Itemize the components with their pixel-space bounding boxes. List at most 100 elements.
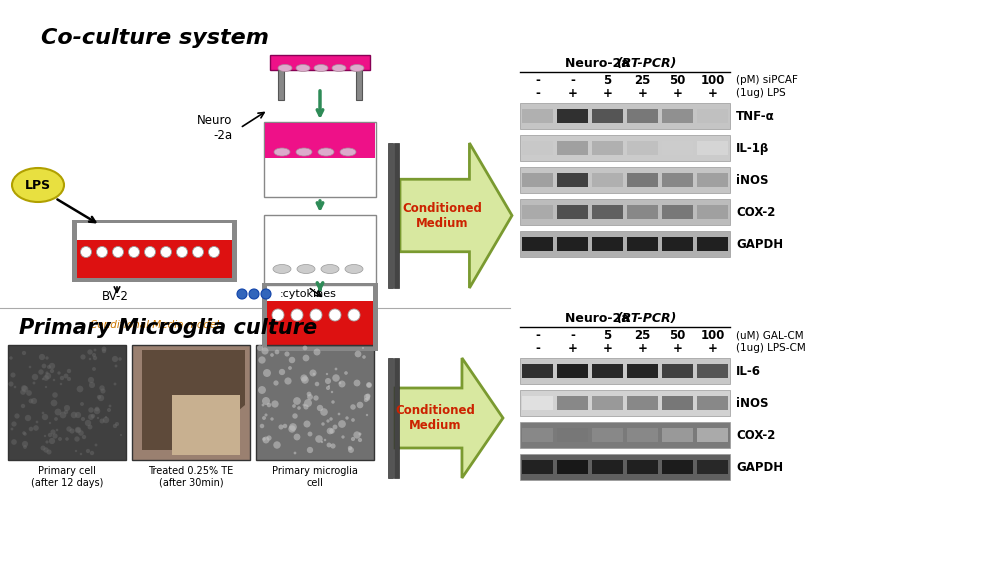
Circle shape <box>316 435 322 443</box>
Bar <box>72 220 237 223</box>
Circle shape <box>329 428 335 434</box>
Circle shape <box>86 449 90 453</box>
Circle shape <box>270 353 274 357</box>
Ellipse shape <box>296 64 310 72</box>
Bar <box>8 345 126 460</box>
Text: COX-2: COX-2 <box>736 205 776 218</box>
Circle shape <box>52 434 58 439</box>
Text: 5: 5 <box>604 73 611 86</box>
Circle shape <box>314 395 318 401</box>
Text: Neuro
-2a: Neuro -2a <box>197 114 232 142</box>
Circle shape <box>339 382 341 384</box>
Circle shape <box>310 309 322 321</box>
Bar <box>270 55 370 70</box>
Bar <box>557 173 588 187</box>
Circle shape <box>92 356 97 360</box>
Text: (pM) siPCAF: (pM) siPCAF <box>736 75 798 85</box>
Bar <box>698 395 727 410</box>
Circle shape <box>271 401 278 407</box>
Circle shape <box>41 411 44 414</box>
Circle shape <box>278 424 283 430</box>
Circle shape <box>348 447 354 453</box>
Ellipse shape <box>340 148 356 156</box>
Circle shape <box>50 369 54 373</box>
Bar <box>522 460 552 475</box>
Bar <box>698 460 727 475</box>
Text: Conditioned
Medium: Conditioned Medium <box>395 404 475 432</box>
Ellipse shape <box>12 168 64 202</box>
Circle shape <box>351 437 355 441</box>
Circle shape <box>273 442 281 449</box>
Circle shape <box>341 435 345 439</box>
Circle shape <box>75 450 77 452</box>
Circle shape <box>297 406 301 410</box>
Bar <box>522 364 552 378</box>
Circle shape <box>87 377 94 383</box>
Ellipse shape <box>350 64 364 72</box>
Circle shape <box>54 409 62 415</box>
Bar <box>265 123 375 158</box>
Circle shape <box>358 438 362 442</box>
Circle shape <box>38 369 43 375</box>
Circle shape <box>93 408 100 414</box>
Text: IL-1β: IL-1β <box>736 142 770 155</box>
Circle shape <box>22 441 29 447</box>
Circle shape <box>31 374 38 380</box>
Circle shape <box>331 391 333 393</box>
Circle shape <box>261 289 271 299</box>
Circle shape <box>307 391 312 397</box>
Circle shape <box>272 309 284 321</box>
Circle shape <box>33 425 38 431</box>
Circle shape <box>71 412 78 418</box>
Circle shape <box>320 408 327 416</box>
Bar <box>557 395 588 410</box>
Circle shape <box>48 433 52 437</box>
Circle shape <box>366 394 371 398</box>
Bar <box>557 109 588 123</box>
Text: 100: 100 <box>700 328 724 341</box>
Bar <box>663 428 693 442</box>
Circle shape <box>177 246 188 258</box>
Text: -: - <box>535 86 540 100</box>
Circle shape <box>39 354 45 360</box>
Circle shape <box>292 413 298 419</box>
Text: +: + <box>672 86 682 100</box>
Circle shape <box>92 353 96 357</box>
Circle shape <box>262 416 266 420</box>
Circle shape <box>20 389 26 395</box>
Bar <box>394 358 399 478</box>
Ellipse shape <box>321 265 339 274</box>
Circle shape <box>264 414 267 417</box>
Circle shape <box>30 398 37 404</box>
Circle shape <box>259 386 266 394</box>
Text: TNF-α: TNF-α <box>736 109 775 122</box>
Circle shape <box>193 246 203 258</box>
Circle shape <box>88 382 95 388</box>
Circle shape <box>263 369 271 377</box>
Circle shape <box>261 348 268 354</box>
Circle shape <box>25 415 31 421</box>
Circle shape <box>67 369 71 373</box>
Bar <box>278 70 284 100</box>
Circle shape <box>82 435 87 439</box>
Bar <box>520 199 730 225</box>
Circle shape <box>284 352 290 357</box>
Circle shape <box>87 349 92 354</box>
Text: (RT-PCR): (RT-PCR) <box>615 312 676 325</box>
Text: COX-2: COX-2 <box>736 428 776 442</box>
Circle shape <box>45 356 49 360</box>
Text: Co-culture system: Co-culture system <box>41 28 269 48</box>
Circle shape <box>98 395 104 401</box>
Circle shape <box>52 392 58 398</box>
Circle shape <box>67 377 71 381</box>
Text: -: - <box>535 341 540 354</box>
Circle shape <box>317 405 323 411</box>
Circle shape <box>88 414 94 420</box>
Text: IL-6: IL-6 <box>736 365 761 377</box>
Bar <box>593 364 622 378</box>
Circle shape <box>262 397 270 405</box>
Circle shape <box>35 420 38 423</box>
Bar <box>522 428 552 442</box>
Circle shape <box>366 414 369 416</box>
Circle shape <box>80 402 84 406</box>
